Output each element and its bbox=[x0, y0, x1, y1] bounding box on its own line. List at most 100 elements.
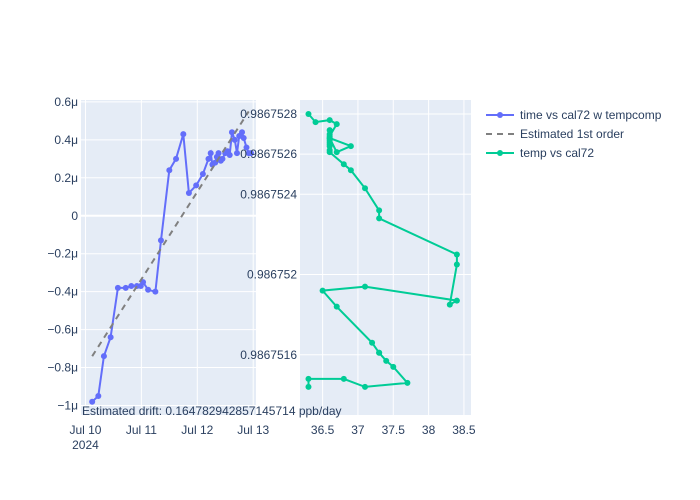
x-tick-label: 38.5 bbox=[452, 423, 476, 437]
data-point bbox=[152, 288, 159, 295]
y-tick-label: −0.6μ bbox=[47, 323, 78, 337]
x-tick-label: 36.5 bbox=[311, 423, 335, 437]
data-point bbox=[157, 237, 164, 244]
legend-marker bbox=[497, 150, 503, 156]
data-point bbox=[247, 150, 254, 157]
y-tick-label: −0.8μ bbox=[47, 361, 78, 375]
data-point bbox=[305, 375, 312, 382]
y-tick-label: −0.2μ bbox=[47, 247, 78, 261]
data-point bbox=[122, 284, 129, 291]
data-point bbox=[100, 353, 107, 360]
data-point bbox=[453, 251, 460, 258]
y-tick-label: 0.6μ bbox=[54, 95, 78, 109]
data-point bbox=[207, 150, 214, 157]
y-tick-label: 0.9867528 bbox=[240, 107, 297, 121]
data-point bbox=[390, 363, 397, 370]
data-point bbox=[326, 147, 333, 154]
data-point bbox=[215, 150, 222, 157]
legend-item[interactable]: Estimated 1st order bbox=[486, 127, 624, 141]
data-point bbox=[89, 398, 96, 405]
drift-time-series bbox=[89, 110, 254, 405]
data-point bbox=[233, 150, 240, 157]
data-point bbox=[312, 119, 319, 126]
data-point bbox=[453, 297, 460, 304]
data-point bbox=[128, 282, 135, 289]
legend-label: temp vs cal72 bbox=[520, 146, 594, 160]
data-point bbox=[199, 171, 206, 178]
data-point bbox=[376, 215, 383, 222]
data-point bbox=[231, 136, 238, 143]
data-point bbox=[446, 301, 453, 308]
data-point bbox=[107, 334, 114, 341]
data-point bbox=[362, 185, 369, 192]
data-point bbox=[173, 155, 180, 162]
data-point bbox=[185, 189, 192, 196]
data-point bbox=[347, 143, 354, 150]
data-point bbox=[326, 117, 333, 124]
data-point bbox=[145, 286, 152, 293]
x-tick-label: 37.5 bbox=[382, 423, 406, 437]
x-tick-label: Jul 13 bbox=[237, 423, 269, 437]
data-point bbox=[333, 149, 340, 156]
legend[interactable]: time vs cal72 w tempcomp Estimated 1st or… bbox=[486, 108, 662, 160]
data-point bbox=[453, 261, 460, 268]
data-point bbox=[243, 144, 250, 151]
x-tick-sublabel: 2024 bbox=[72, 438, 99, 452]
data-point bbox=[326, 127, 333, 134]
data-point bbox=[319, 287, 326, 294]
y-tick-label: −1μ bbox=[57, 399, 78, 413]
x-tick-label: Jul 10 bbox=[69, 423, 101, 437]
legend-marker bbox=[497, 112, 503, 118]
x-tick-label: Jul 11 bbox=[126, 423, 157, 437]
legend-item[interactable]: temp vs cal72 bbox=[486, 146, 594, 160]
y-tick-label: −0.4μ bbox=[47, 285, 78, 299]
data-point bbox=[95, 393, 102, 400]
y-tick-label: 0.9867516 bbox=[240, 348, 297, 362]
data-point bbox=[305, 383, 312, 390]
data-point bbox=[333, 303, 340, 310]
legend-label: time vs cal72 w tempcomp bbox=[520, 108, 662, 122]
data-point bbox=[180, 131, 187, 138]
data-point bbox=[193, 182, 200, 189]
data-point bbox=[166, 167, 173, 174]
data-point bbox=[326, 133, 333, 140]
data-point bbox=[347, 167, 354, 174]
data-point bbox=[219, 155, 226, 162]
y-tick-label: 0.986752 bbox=[247, 268, 297, 282]
legend-item[interactable]: time vs cal72 w tempcomp bbox=[486, 108, 662, 122]
legend-label: Estimated 1st order bbox=[520, 127, 624, 141]
x-tick-label: 37 bbox=[351, 423, 365, 437]
temp-vs-cal72-plot-area bbox=[300, 100, 471, 415]
y-tick-label: 0 bbox=[71, 209, 78, 223]
series-line bbox=[91, 110, 250, 357]
y-tick-label: 0.4μ bbox=[54, 133, 78, 147]
data-point bbox=[240, 134, 247, 141]
y-tick-label: 0.2μ bbox=[54, 171, 78, 185]
data-point bbox=[362, 283, 369, 290]
data-point bbox=[333, 121, 340, 128]
data-point bbox=[362, 383, 369, 390]
x-tick-label: 38 bbox=[422, 423, 436, 437]
x-tick-label: Jul 12 bbox=[181, 423, 213, 437]
data-point bbox=[239, 129, 246, 136]
temp-vs-cal72-chart: 36.5 37 37.5 38 38.5 0.9867516 0.986752 0.98675… bbox=[240, 100, 476, 437]
data-point bbox=[305, 111, 312, 118]
data-point bbox=[369, 339, 376, 346]
data-point bbox=[340, 375, 347, 382]
temp-vs-cal72-tick-labels: 36.5 37 37.5 38 38.5 0.9867516 0.986752 0.98675… bbox=[240, 107, 476, 437]
data-point bbox=[376, 207, 383, 214]
data-point bbox=[226, 152, 233, 159]
data-point bbox=[340, 161, 347, 168]
data-point bbox=[404, 379, 411, 386]
data-point bbox=[228, 129, 235, 136]
temp-vs-cal72-series bbox=[305, 111, 460, 390]
y-tick-label: 0.9867524 bbox=[240, 187, 297, 201]
y-tick-label: 0.9867526 bbox=[240, 147, 297, 161]
data-point bbox=[383, 357, 390, 364]
data-point bbox=[114, 284, 121, 291]
drift-annotation: Estimated drift: 0.164782942857145714 pp… bbox=[82, 404, 342, 418]
data-point bbox=[205, 155, 212, 162]
